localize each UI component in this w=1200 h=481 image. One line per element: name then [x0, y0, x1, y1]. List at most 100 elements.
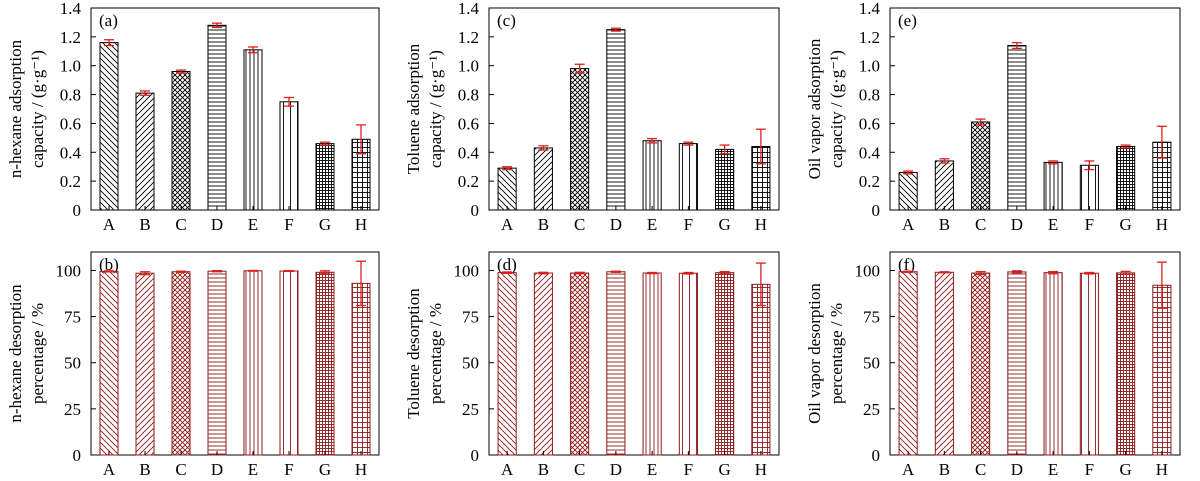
y-tick-label: 1.0 — [458, 57, 479, 76]
error-bar-C — [574, 63, 585, 74]
y-tick-label: 0 — [872, 446, 881, 465]
x-tick-label: C — [175, 460, 186, 479]
y-tick-label: 1.2 — [458, 28, 479, 47]
error-bar-D — [1011, 41, 1022, 50]
panel-label: (d) — [497, 255, 517, 274]
x-tick-label: B — [939, 460, 950, 479]
error-bar-F — [683, 141, 694, 146]
y-tick-label: 0.2 — [859, 172, 880, 191]
error-bar-F — [1084, 271, 1095, 275]
bar-E — [1043, 272, 1063, 456]
y-tick-label: 0 — [73, 446, 82, 465]
y-tick-label: 25 — [462, 400, 479, 419]
bar-C — [570, 68, 590, 211]
y-tick-label: 0.4 — [60, 143, 82, 162]
chart-panel-d: 0 25 50 75 100 Toluene desorption percentage /… — [404, 251, 780, 479]
error-bar-D — [610, 27, 621, 32]
bar-D — [1007, 45, 1027, 211]
panel-label: (f) — [898, 255, 915, 274]
error-bar-C — [176, 270, 186, 273]
x-tick-label: E — [248, 215, 258, 234]
bar-F — [1079, 164, 1099, 211]
y-tick-label: 75 — [64, 308, 81, 327]
y-tick-label: 0.8 — [859, 86, 880, 105]
bar-A — [497, 272, 517, 456]
y-axis-title-line: capacity / (g·g⁻¹) — [28, 50, 47, 168]
error-bar-B — [538, 145, 549, 151]
bar-C — [971, 272, 991, 456]
x-tick-label: D — [211, 215, 223, 234]
bar-E — [642, 140, 662, 211]
x-tick-label: H — [755, 215, 767, 234]
y-tick-label: 25 — [863, 400, 880, 419]
x-tick-label: H — [755, 460, 767, 479]
bar-B — [135, 272, 155, 456]
bar-B — [934, 271, 954, 456]
y-axis-title-line: Oil vapor adsorption — [805, 38, 824, 179]
y-tick-label: 0.6 — [60, 114, 81, 133]
y-tick-label: 0.8 — [60, 86, 81, 105]
y-tick-label: 0 — [73, 201, 82, 220]
x-tick-label: D — [610, 460, 622, 479]
x-tick-label: D — [1011, 460, 1023, 479]
error-bar-H — [356, 260, 366, 307]
y-tick-label: 1.4 — [859, 0, 881, 18]
error-bar-G — [1120, 144, 1131, 149]
y-tick-label: 0.4 — [859, 143, 881, 162]
x-tick-label: C — [175, 215, 186, 234]
y-axis-title-line: capacity / (g·g⁻¹) — [426, 50, 445, 168]
error-bar-D — [610, 270, 621, 273]
y-axis-title-line: percentage / % — [827, 303, 846, 404]
error-bar-E — [647, 137, 658, 144]
bar-F — [1079, 272, 1099, 456]
bar-G — [715, 148, 735, 211]
y-axis-title: Oil vapor desorption percentage / % — [805, 283, 846, 424]
error-bar-G — [320, 141, 330, 146]
x-tick-label: D — [211, 460, 223, 479]
error-bar-C — [176, 69, 186, 74]
y-tick-label: 0.8 — [458, 86, 479, 105]
error-bar-H — [755, 262, 766, 307]
error-bar-F — [1084, 160, 1095, 171]
panel-label: (a) — [99, 11, 118, 30]
y-tick-label: 50 — [462, 354, 479, 373]
x-tick-label: F — [684, 215, 693, 234]
plot-frame — [889, 7, 1181, 211]
error-bar-H — [1156, 125, 1167, 159]
error-bar-A — [903, 170, 914, 175]
y-axis-title: n-hexane adsorption capacity / (g·g⁻¹) — [6, 39, 47, 178]
y-tick-label: 0.6 — [859, 114, 880, 133]
y-axis-title: Toluene desorption percentage / % — [404, 288, 445, 419]
error-bar-E — [1048, 270, 1059, 275]
y-tick-label: 50 — [863, 354, 880, 373]
bar-H — [1152, 284, 1172, 456]
error-bar-A — [104, 39, 114, 47]
x-tick-label: A — [902, 215, 915, 234]
plot-frame — [488, 7, 780, 211]
error-bar-E — [248, 269, 258, 272]
bar-G — [315, 143, 335, 211]
x-tick-label: A — [902, 460, 915, 479]
error-bar-B — [140, 90, 150, 96]
error-bar-G — [1120, 270, 1131, 275]
x-tick-label: G — [319, 460, 331, 479]
y-tick-label: 1.4 — [458, 0, 480, 18]
x-tick-label: A — [103, 460, 116, 479]
bar-F — [678, 272, 698, 456]
error-bar-H — [356, 124, 366, 155]
bar-B — [135, 92, 155, 211]
bar-G — [715, 272, 735, 456]
x-tick-label: B — [538, 460, 549, 479]
chart-panel-a: 0 0.2 0.4 0.6 0.8 1.0 1.2 1.4 n-hexane adsorptio… — [6, 0, 380, 234]
error-bar-C — [574, 271, 585, 275]
error-bar-B — [140, 271, 150, 276]
y-tick-label: 75 — [863, 308, 880, 327]
bar-F — [279, 101, 299, 211]
y-tick-label: 100 — [56, 261, 82, 280]
bar-G — [315, 271, 335, 456]
x-tick-label: A — [501, 215, 514, 234]
y-tick-label: 0.4 — [458, 143, 480, 162]
y-axis-title-line: n-hexane desorption — [6, 284, 25, 423]
y-tick-label: 75 — [462, 308, 479, 327]
bar-A — [898, 171, 918, 211]
